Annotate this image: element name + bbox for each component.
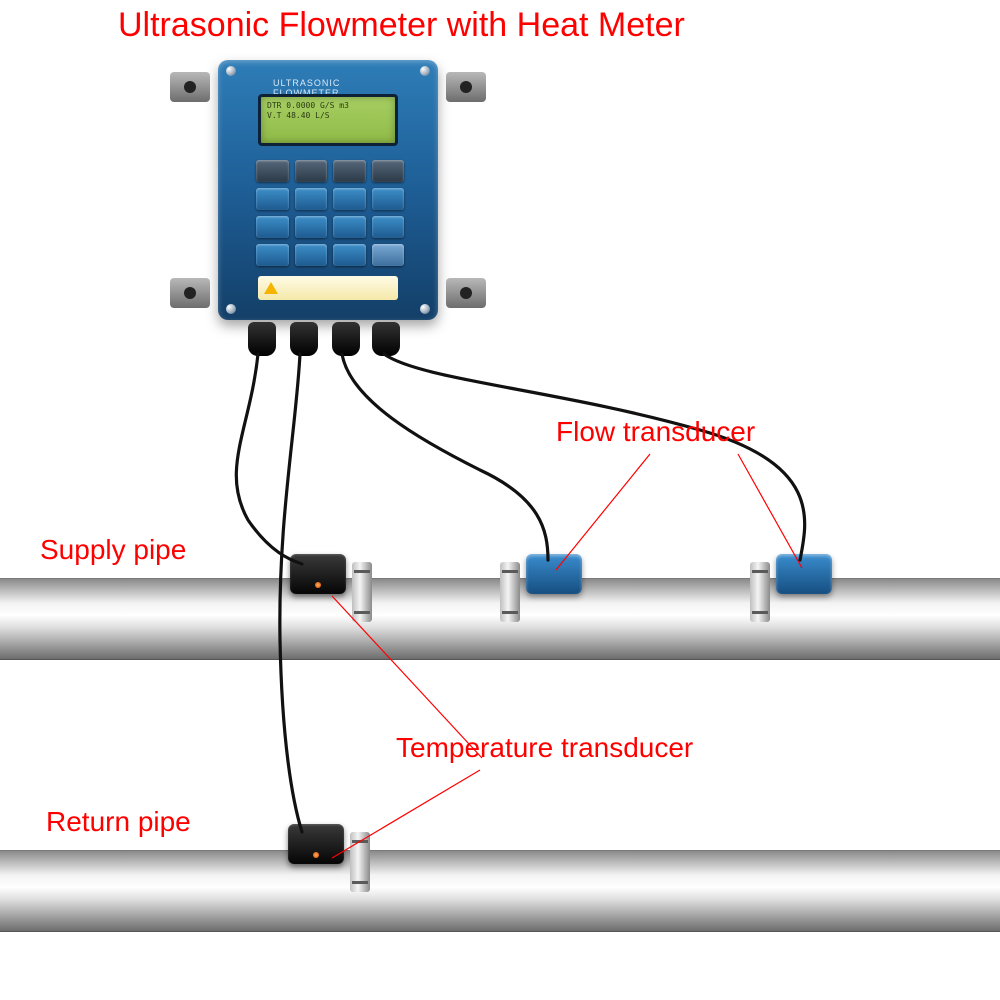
key-menu[interactable]: [372, 160, 405, 182]
keypad: [256, 160, 404, 266]
key-6[interactable]: [295, 216, 328, 238]
key-4[interactable]: [372, 188, 405, 210]
key-0[interactable]: [295, 244, 328, 266]
key-left-icon[interactable]: [333, 160, 366, 182]
return-pipe: [0, 850, 1000, 932]
transducer-body: [288, 824, 344, 864]
key-up-icon[interactable]: [256, 160, 289, 182]
supply-pipe-label: Supply pipe: [40, 534, 186, 566]
key-5[interactable]: [256, 216, 289, 238]
warning-label: [258, 276, 398, 300]
pipe-clamp: [352, 562, 372, 622]
flow-transducer: [768, 554, 840, 610]
leader-line: [556, 454, 650, 570]
cable: [342, 354, 548, 560]
flowmeter-body: ULTRASONIC FLOWMETER DTR 0.0000 G/S m3 V…: [218, 60, 438, 320]
pipe-clamp: [350, 832, 370, 892]
pipe-clamp: [500, 562, 520, 622]
mount-bracket: [170, 278, 210, 308]
indicator-led-icon: [315, 582, 321, 588]
temp-transducer: [280, 824, 352, 880]
key-7[interactable]: [333, 216, 366, 238]
mount-bracket: [170, 72, 210, 102]
lcd-line2: V.T 48.40 L/S: [267, 111, 389, 121]
pipe-clamp: [750, 562, 770, 622]
key-dot[interactable]: [333, 244, 366, 266]
key-ent[interactable]: [372, 244, 405, 266]
flow-transducer: [518, 554, 590, 610]
leader-line: [738, 454, 802, 568]
indicator-led-icon: [313, 852, 319, 858]
transducer-body: [290, 554, 346, 594]
key-1[interactable]: [256, 188, 289, 210]
flow-transducer-label: Flow transducer: [556, 416, 755, 448]
key-down-icon[interactable]: [295, 160, 328, 182]
cable: [384, 354, 805, 560]
key-3[interactable]: [333, 188, 366, 210]
mount-bracket: [446, 72, 486, 102]
cable: [236, 354, 302, 564]
transducer-body: [776, 554, 832, 594]
key-2[interactable]: [295, 188, 328, 210]
temp-transducer: [282, 554, 354, 610]
diagram-canvas: ULTRASONIC FLOWMETER DTR 0.0000 G/S m3 V…: [0, 0, 1000, 1000]
key-9[interactable]: [256, 244, 289, 266]
temperature-transducer-label: Temperature transducer: [396, 732, 693, 764]
lcd-display: DTR 0.0000 G/S m3 V.T 48.40 L/S: [258, 94, 398, 146]
mount-bracket: [446, 278, 486, 308]
return-pipe-label: Return pipe: [46, 806, 191, 838]
warning-triangle-icon: [264, 282, 278, 294]
cable-gland: [290, 322, 318, 356]
transducer-body: [526, 554, 582, 594]
key-8[interactable]: [372, 216, 405, 238]
cable-gland: [248, 322, 276, 356]
lcd-line1: DTR 0.0000 G/S m3: [267, 101, 389, 111]
cable-gland: [372, 322, 400, 356]
flowmeter-unit: ULTRASONIC FLOWMETER DTR 0.0000 G/S m3 V…: [198, 50, 458, 340]
cable-gland: [332, 322, 360, 356]
diagram-title: Ultrasonic Flowmeter with Heat Meter: [118, 6, 685, 45]
